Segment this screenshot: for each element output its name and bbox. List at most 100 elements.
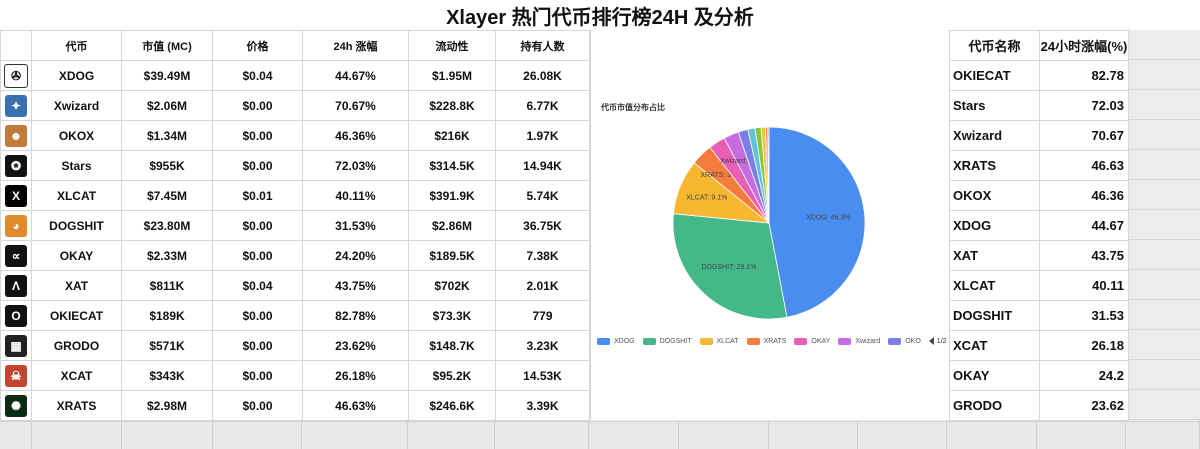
- cell-change[interactable]: 31.53%: [302, 210, 409, 241]
- cell-change[interactable]: 46.36%: [302, 120, 409, 151]
- cell-holders[interactable]: 5.74K: [495, 180, 590, 211]
- column-header[interactable]: 代币名称: [949, 30, 1040, 61]
- cell-gain[interactable]: 44.67: [1039, 210, 1129, 241]
- cell-name[interactable]: XAT: [31, 270, 122, 301]
- cell-name[interactable]: XRATS: [31, 390, 122, 421]
- empty-cell[interactable]: [1128, 90, 1200, 120]
- cell-liquidity[interactable]: $73.3K: [408, 300, 496, 331]
- empty-cell[interactable]: [31, 421, 122, 449]
- empty-cell[interactable]: [1036, 421, 1126, 449]
- cell-token-name[interactable]: Xwizard: [949, 120, 1040, 151]
- legend-item-dogshit[interactable]: DOGSHIT: [642, 337, 692, 345]
- cell-liquidity[interactable]: $246.6K: [408, 390, 496, 421]
- empty-cell[interactable]: [408, 421, 496, 449]
- cell-price[interactable]: $0.00: [212, 120, 303, 151]
- cell-holders[interactable]: 3.23K: [495, 330, 590, 361]
- icon-cell[interactable]: ☠: [0, 360, 32, 391]
- cell-mc[interactable]: $23.80M: [121, 210, 213, 241]
- cell-change[interactable]: 70.67%: [302, 90, 409, 121]
- cell-holders[interactable]: 36.75K: [495, 210, 590, 241]
- icon-cell[interactable]: ✇: [0, 60, 32, 91]
- legend-item-xwizard[interactable]: Xwizard: [838, 337, 880, 345]
- empty-cell[interactable]: [1128, 210, 1200, 240]
- cell-holders[interactable]: 7.38K: [495, 240, 590, 271]
- cell-holders[interactable]: 779: [495, 300, 590, 331]
- legend-item-okay[interactable]: OKAY: [794, 337, 830, 345]
- cell-price[interactable]: $0.00: [212, 360, 303, 391]
- column-header[interactable]: 价格: [212, 30, 303, 61]
- icon-cell[interactable]: ✺: [0, 390, 32, 421]
- cell-change[interactable]: 82.78%: [302, 300, 409, 331]
- empty-cell[interactable]: [1128, 180, 1200, 210]
- cell-token-name[interactable]: XAT: [949, 240, 1040, 271]
- cell-gain[interactable]: 46.63: [1039, 150, 1129, 181]
- cell-holders[interactable]: 14.94K: [495, 150, 590, 181]
- legend-item-xdog[interactable]: XDOG: [597, 337, 635, 345]
- market-cap-pie-chart[interactable]: 代币市值分布占比 XDOG: 46.3% DOGSHIT: 29.1% XLCAT:…: [590, 30, 955, 420]
- legend-item-xrats[interactable]: XRATS: [746, 337, 786, 345]
- cell-mc[interactable]: $955K: [121, 150, 213, 181]
- cell-gain[interactable]: 24.2: [1039, 360, 1129, 391]
- cell-token-name[interactable]: OKAY: [949, 360, 1040, 391]
- cell-mc[interactable]: $2.06M: [121, 90, 213, 121]
- cell-change[interactable]: 43.75%: [302, 270, 409, 301]
- cell-liquidity[interactable]: $216K: [408, 120, 496, 151]
- empty-cell[interactable]: [1128, 150, 1200, 180]
- cell-gain[interactable]: 70.67: [1039, 120, 1129, 151]
- cell-token-name[interactable]: Stars: [949, 90, 1040, 121]
- empty-cell[interactable]: [858, 421, 947, 449]
- cell-mc[interactable]: $811K: [121, 270, 213, 301]
- cell-change[interactable]: 40.11%: [302, 180, 409, 211]
- cell-name[interactable]: OKIECAT: [31, 300, 122, 331]
- legend-prev-icon[interactable]: [928, 337, 934, 345]
- cell-gain[interactable]: 72.03: [1039, 90, 1129, 121]
- cell-price[interactable]: $0.00: [212, 390, 303, 421]
- icon-cell[interactable]: Λ: [0, 270, 32, 301]
- empty-cell[interactable]: [769, 421, 859, 449]
- cell-gain[interactable]: 43.75: [1039, 240, 1129, 271]
- cell-price[interactable]: $0.00: [212, 240, 303, 271]
- cell-liquidity[interactable]: $95.2K: [408, 360, 496, 391]
- cell-mc[interactable]: $7.45M: [121, 180, 213, 211]
- icon-cell[interactable]: ✪: [0, 150, 32, 181]
- icon-cell[interactable]: ∝: [0, 240, 32, 271]
- cell-price[interactable]: $0.01: [212, 180, 303, 211]
- empty-cell[interactable]: [679, 421, 770, 449]
- pie-slice-xdog[interactable]: [768, 126, 866, 318]
- cell-mc[interactable]: $571K: [121, 330, 213, 361]
- cell-change[interactable]: 23.62%: [302, 330, 409, 361]
- column-header[interactable]: [0, 30, 32, 61]
- cell-change[interactable]: 26.18%: [302, 360, 409, 391]
- icon-cell[interactable]: ✦: [0, 90, 32, 121]
- cell-gain[interactable]: 23.62: [1039, 390, 1129, 421]
- empty-cell[interactable]: [1128, 330, 1200, 360]
- column-header[interactable]: 市值 (MC): [121, 30, 213, 61]
- icon-cell[interactable]: O: [0, 300, 32, 331]
- cell-mc[interactable]: $2.33M: [121, 240, 213, 271]
- empty-cell[interactable]: [1128, 120, 1200, 150]
- cell-price[interactable]: $0.00: [212, 210, 303, 241]
- cell-mc[interactable]: $189K: [121, 300, 213, 331]
- empty-cell[interactable]: [1128, 30, 1200, 60]
- icon-cell[interactable]: ▦: [0, 330, 32, 361]
- cell-name[interactable]: DOGSHIT: [31, 210, 122, 241]
- column-header[interactable]: 24小时涨幅(%): [1039, 30, 1129, 61]
- cell-liquidity[interactable]: $314.5K: [408, 150, 496, 181]
- column-header[interactable]: 代币: [31, 30, 122, 61]
- empty-cell[interactable]: [1128, 360, 1200, 390]
- cell-holders[interactable]: 26.08K: [495, 60, 590, 91]
- column-header[interactable]: 24h 涨幅: [302, 30, 409, 61]
- cell-token-name[interactable]: OKOX: [949, 180, 1040, 211]
- legend-item-xlcat[interactable]: XLCAT: [699, 337, 739, 345]
- legend-item-oko[interactable]: OKO: [888, 337, 921, 345]
- cell-name[interactable]: XCAT: [31, 360, 122, 391]
- pie-slice-okiecat[interactable]: [767, 126, 770, 224]
- cell-mc[interactable]: $39.49M: [121, 60, 213, 91]
- cell-holders[interactable]: 14.53K: [495, 360, 590, 391]
- empty-cell[interactable]: [1125, 421, 1200, 449]
- icon-cell[interactable]: X: [0, 180, 32, 211]
- empty-cell[interactable]: [302, 421, 409, 449]
- cell-token-name[interactable]: XCAT: [949, 330, 1040, 361]
- cell-name[interactable]: OKAY: [31, 240, 122, 271]
- cell-liquidity[interactable]: $702K: [408, 270, 496, 301]
